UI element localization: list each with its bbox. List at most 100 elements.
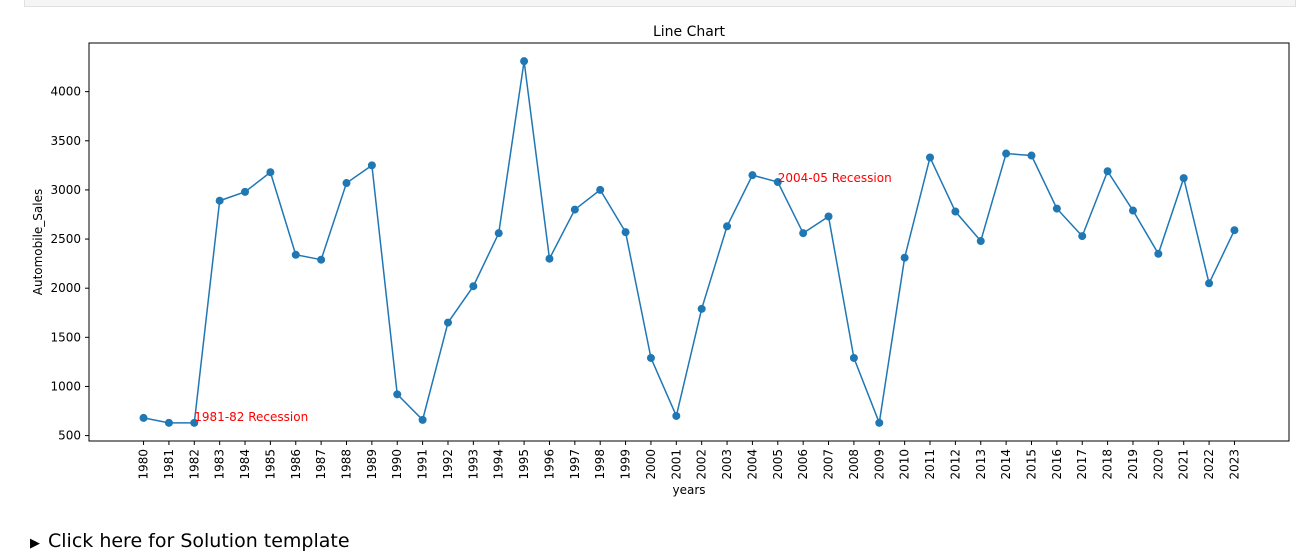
x-tick-label: 1982 [187,449,201,480]
data-point [976,237,985,246]
data-point [291,250,300,259]
data-point [164,418,173,427]
y-tick-label: 3500 [50,134,81,148]
x-tick-label: 2020 [1151,449,1165,480]
data-point [875,418,884,427]
data-point [418,415,427,424]
x-tick-label: 2009 [872,449,886,480]
data-point [900,253,909,262]
data-point [849,353,858,362]
data-point [1027,151,1036,160]
data-point [520,57,529,66]
x-tick-label: 2018 [1101,449,1115,480]
x-tick-label: 2001 [669,449,683,480]
data-point [215,196,224,205]
x-tick-label: 2017 [1075,449,1089,480]
data-point [723,222,732,231]
x-tick-label: 1981 [162,449,176,480]
x-tick-label: 1987 [314,449,328,480]
series-line-automobile-sales [143,61,1236,426]
data-point [469,282,478,291]
previous-cell-edge [24,0,1296,7]
x-tick-label: 1994 [492,449,506,480]
y-tick-label: 4000 [50,85,81,99]
data-point [393,390,402,399]
x-tick-label: 1993 [466,449,480,480]
x-tick-label: 1990 [390,449,404,480]
x-tick-label: 1998 [593,449,607,480]
solution-template-label: Click here for Solution template [48,530,350,552]
data-point [367,161,376,170]
data-point [1078,232,1087,241]
data-point [266,168,275,177]
x-tick-label: 1988 [340,449,354,480]
data-point [926,153,935,162]
data-point [748,171,757,180]
x-tick-label: 1996 [542,449,556,480]
x-tick-label: 2007 [822,449,836,480]
x-tick-label: 1997 [568,449,582,480]
x-tick-label: 2015 [1024,449,1038,480]
data-point [799,229,808,238]
x-tick-label: 1986 [289,449,303,480]
x-tick-label: 2003 [720,449,734,480]
x-tick-label: 2012 [948,449,962,480]
data-point [773,178,782,187]
data-point [570,205,579,214]
x-tick-label: 2000 [644,449,658,480]
data-point [241,187,250,196]
data-point [596,185,605,194]
x-tick-label: 1991 [416,449,430,480]
data-point [1052,204,1061,213]
data-point [545,254,554,263]
data-point [672,411,681,420]
data-point [1230,226,1239,235]
data-point [1154,249,1163,258]
x-tick-label: 1980 [137,449,151,480]
x-tick-label: 2019 [1126,449,1140,480]
x-tick-label: 1992 [441,449,455,480]
data-point [646,353,655,362]
y-tick-label: 500 [58,429,81,443]
x-tick-label: 2006 [796,449,810,480]
data-point [190,418,199,427]
data-point [443,318,452,327]
x-tick-label: 2005 [771,449,785,480]
x-tick-label: 1989 [365,449,379,480]
data-point [1103,167,1112,176]
y-axis: 500 1000 1500 2000 2500 3000 3500 4000 [50,85,89,443]
x-axis-label: years [672,483,705,497]
data-point [1002,149,1011,158]
x-tick-label: 1983 [213,449,227,480]
data-point [317,255,326,264]
x-axis: 1980 1981 1982 1983 1984 1985 1986 1987 1988 1989… [137,441,1241,480]
x-tick-label: 2011 [923,449,937,480]
x-tick-label: 2004 [745,449,759,480]
data-point [1205,279,1214,288]
x-tick-label: 2008 [847,449,861,480]
x-tick-label: 2023 [1227,449,1241,480]
x-tick-label: 2014 [999,449,1013,480]
x-tick-label: 2021 [1177,449,1191,480]
y-tick-label: 2500 [50,232,81,246]
solution-template-toggle[interactable]: ▶ Click here for Solution template [30,530,350,552]
x-tick-label: 1995 [517,449,531,480]
data-point [621,228,630,237]
y-tick-label: 3000 [50,183,81,197]
data-point [1179,174,1188,183]
data-point [1128,206,1137,215]
data-point [139,413,148,422]
y-tick-label: 1500 [50,330,81,344]
x-tick-label: 2010 [898,449,912,480]
plot-area [88,42,1290,442]
data-point [824,212,833,221]
data-point [697,304,706,313]
x-tick-label: 1985 [263,449,277,480]
data-point [951,207,960,216]
data-points [139,57,1239,427]
data-point [494,229,503,238]
x-tick-label: 2022 [1202,449,1216,480]
data-point [342,179,351,188]
chart-title: Line Chart [653,24,726,40]
line-chart: Line Chart 500 1000 1500 2000 2500 3000 3500 40… [31,24,1290,497]
